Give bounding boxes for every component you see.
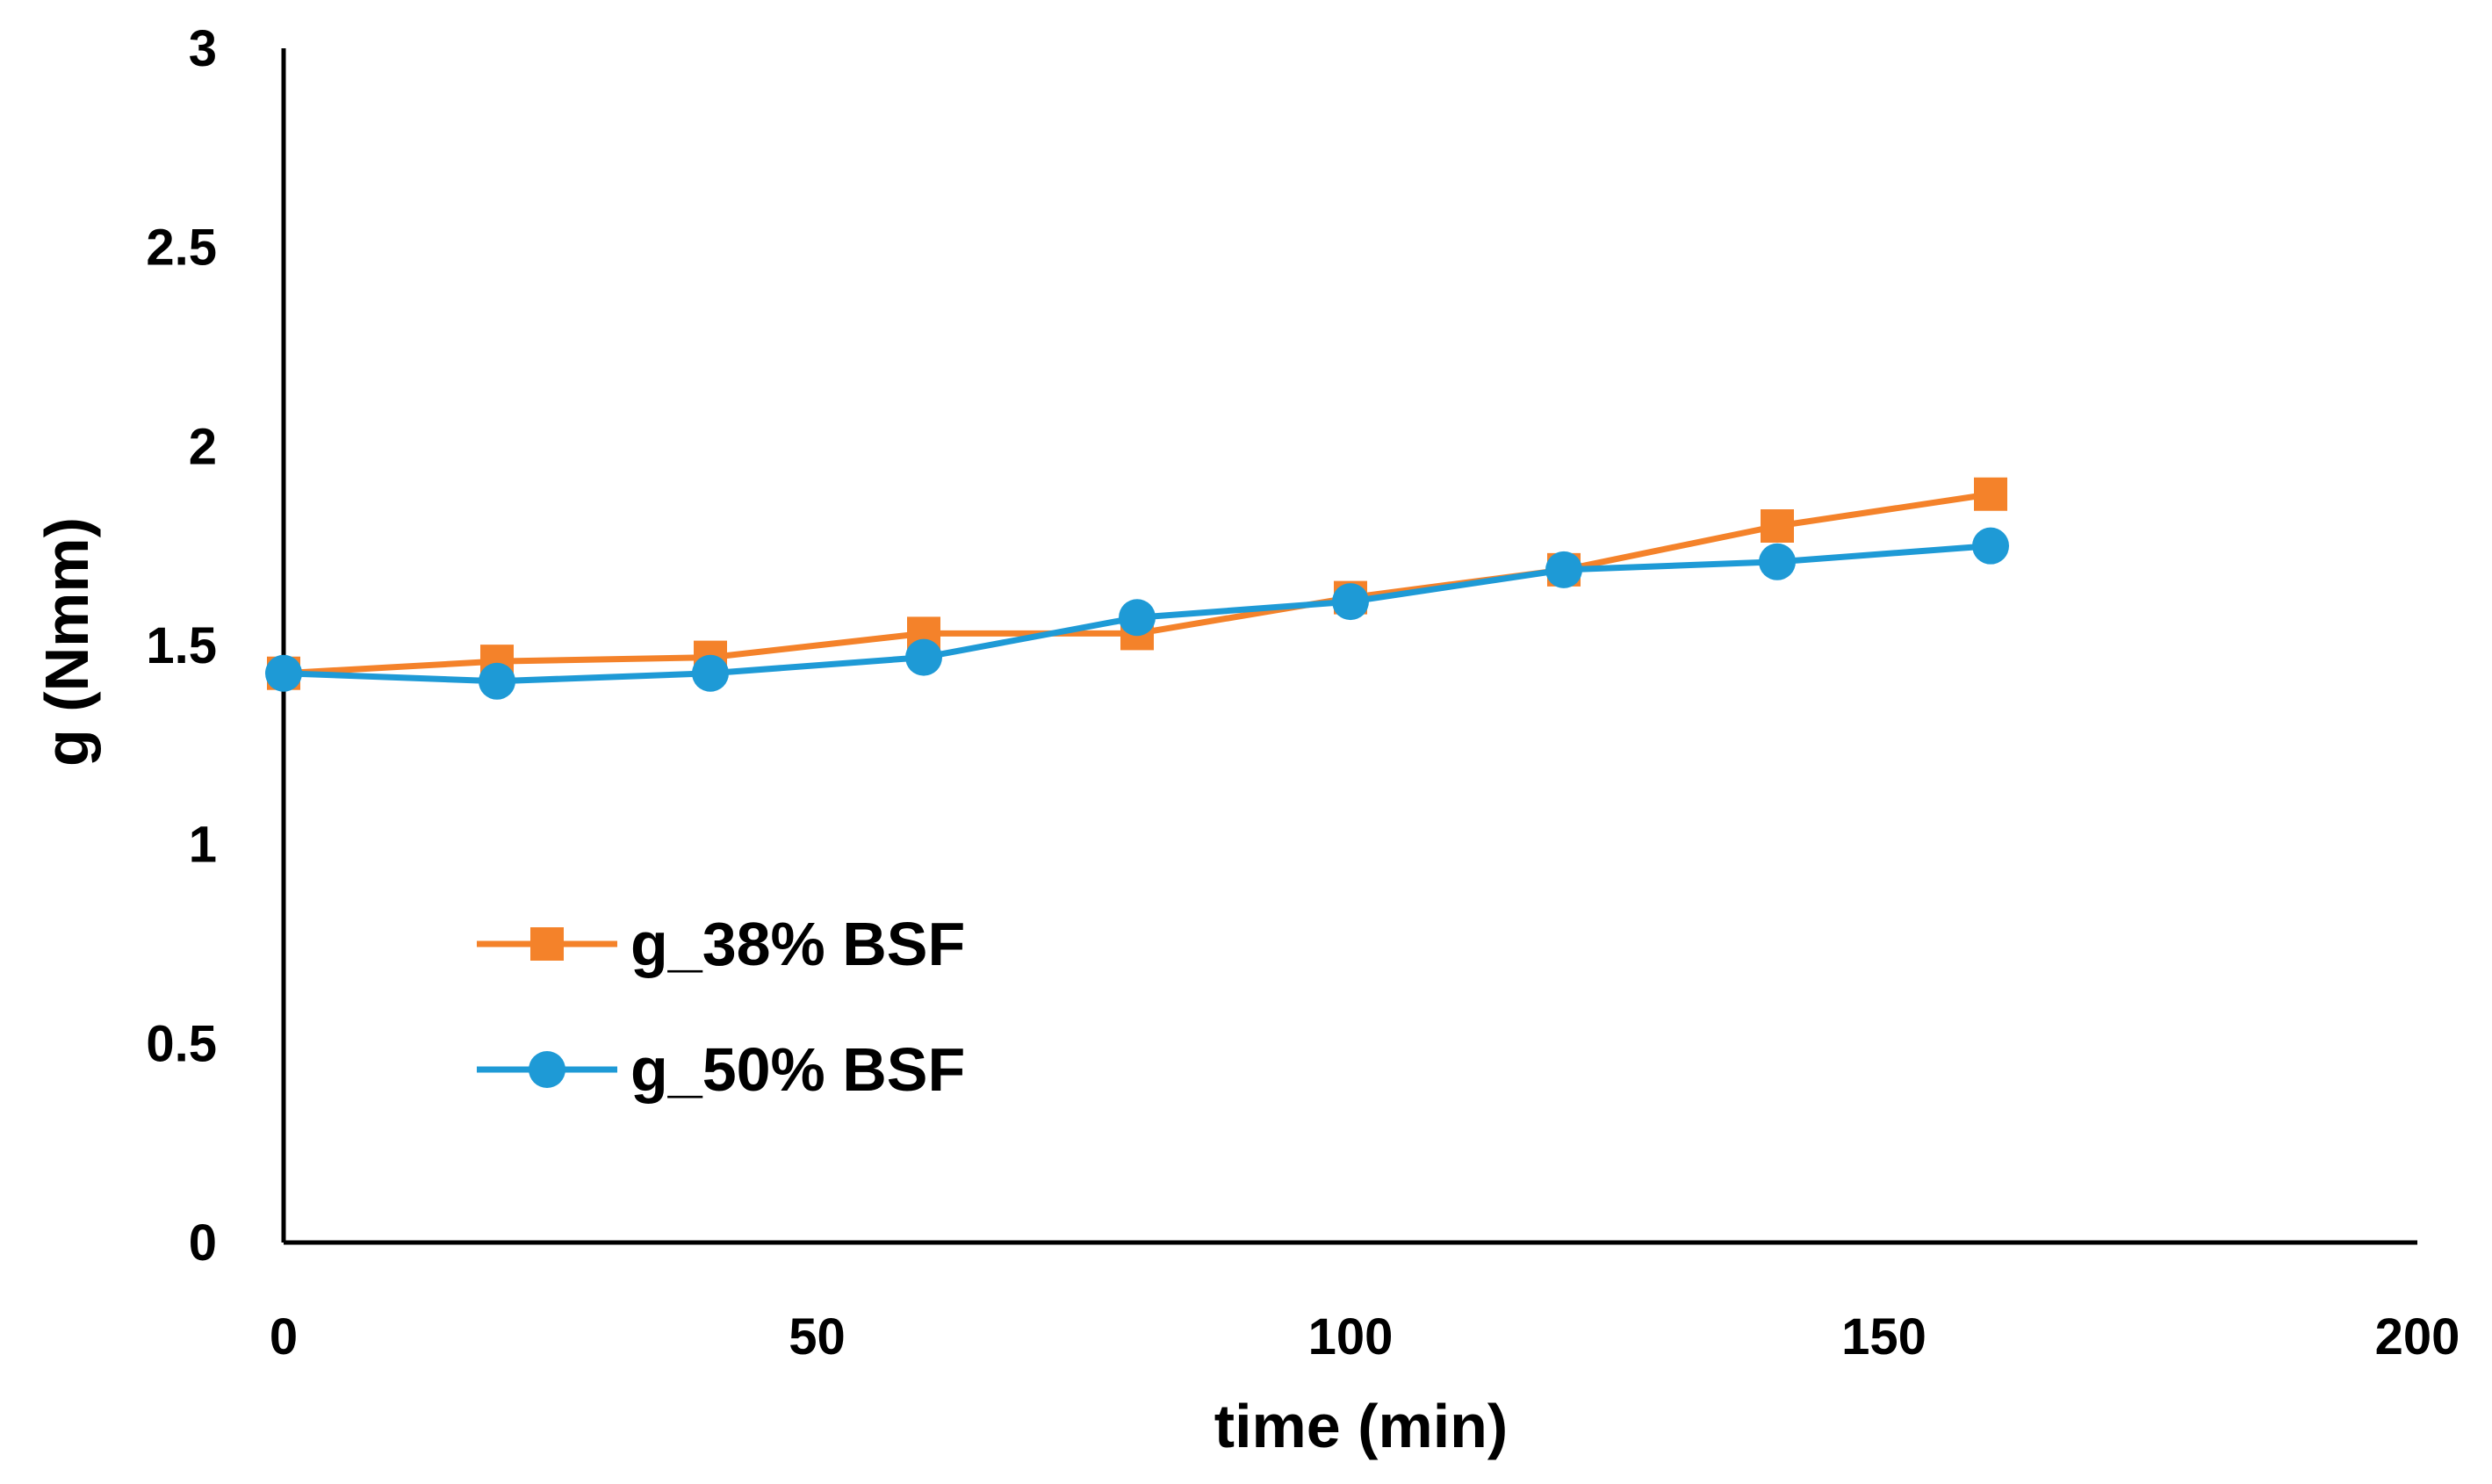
x-tick-label: 150 <box>1841 1308 1927 1365</box>
legend-label: g_38% BSF <box>630 910 965 978</box>
y-tick-label: 1.5 <box>146 617 217 674</box>
legend-marker <box>529 1051 565 1088</box>
data-point <box>692 654 729 692</box>
legend-item: g_38% BSF <box>477 910 965 978</box>
data-point <box>905 638 942 676</box>
axes <box>281 48 2417 1245</box>
data-point <box>1759 543 1796 580</box>
legend-item: g_50% BSF <box>477 1035 965 1104</box>
y-tick-label: 0 <box>189 1214 217 1271</box>
data-point <box>1974 477 2007 511</box>
y-tick-labels: 0 0.5 1 1.5 2 2.5 3 <box>146 20 217 1271</box>
y-tick-label: 0.5 <box>146 1015 217 1072</box>
y-axis-title: g (Nmm) <box>32 517 101 767</box>
legend: g_38% BSF g_50% BSF <box>477 910 965 1104</box>
x-tick-label: 100 <box>1308 1308 1394 1365</box>
data-point <box>1761 509 1794 543</box>
x-tick-label: 0 <box>270 1308 298 1365</box>
x-tick-label: 50 <box>789 1308 846 1365</box>
data-point <box>1119 599 1156 637</box>
data-point <box>265 654 302 692</box>
x-tick-label: 200 <box>2375 1308 2460 1365</box>
y-tick-label: 2 <box>189 418 217 475</box>
x-tick-labels: 0 50 100 150 200 <box>270 1308 2460 1365</box>
legend-label: g_50% BSF <box>630 1035 965 1104</box>
data-point <box>1545 551 1582 588</box>
y-tick-label: 2.5 <box>146 220 217 277</box>
series-1 <box>267 477 2007 690</box>
x-axis-title: time (min) <box>1214 1392 1508 1460</box>
data-point <box>1332 583 1369 621</box>
y-tick-label: 3 <box>189 20 217 77</box>
y-tick-label: 1 <box>189 817 217 874</box>
legend-marker <box>530 927 564 961</box>
data-series <box>265 477 2009 700</box>
data-point <box>479 662 515 700</box>
data-point <box>1972 527 2009 565</box>
series-2 <box>265 527 2009 700</box>
